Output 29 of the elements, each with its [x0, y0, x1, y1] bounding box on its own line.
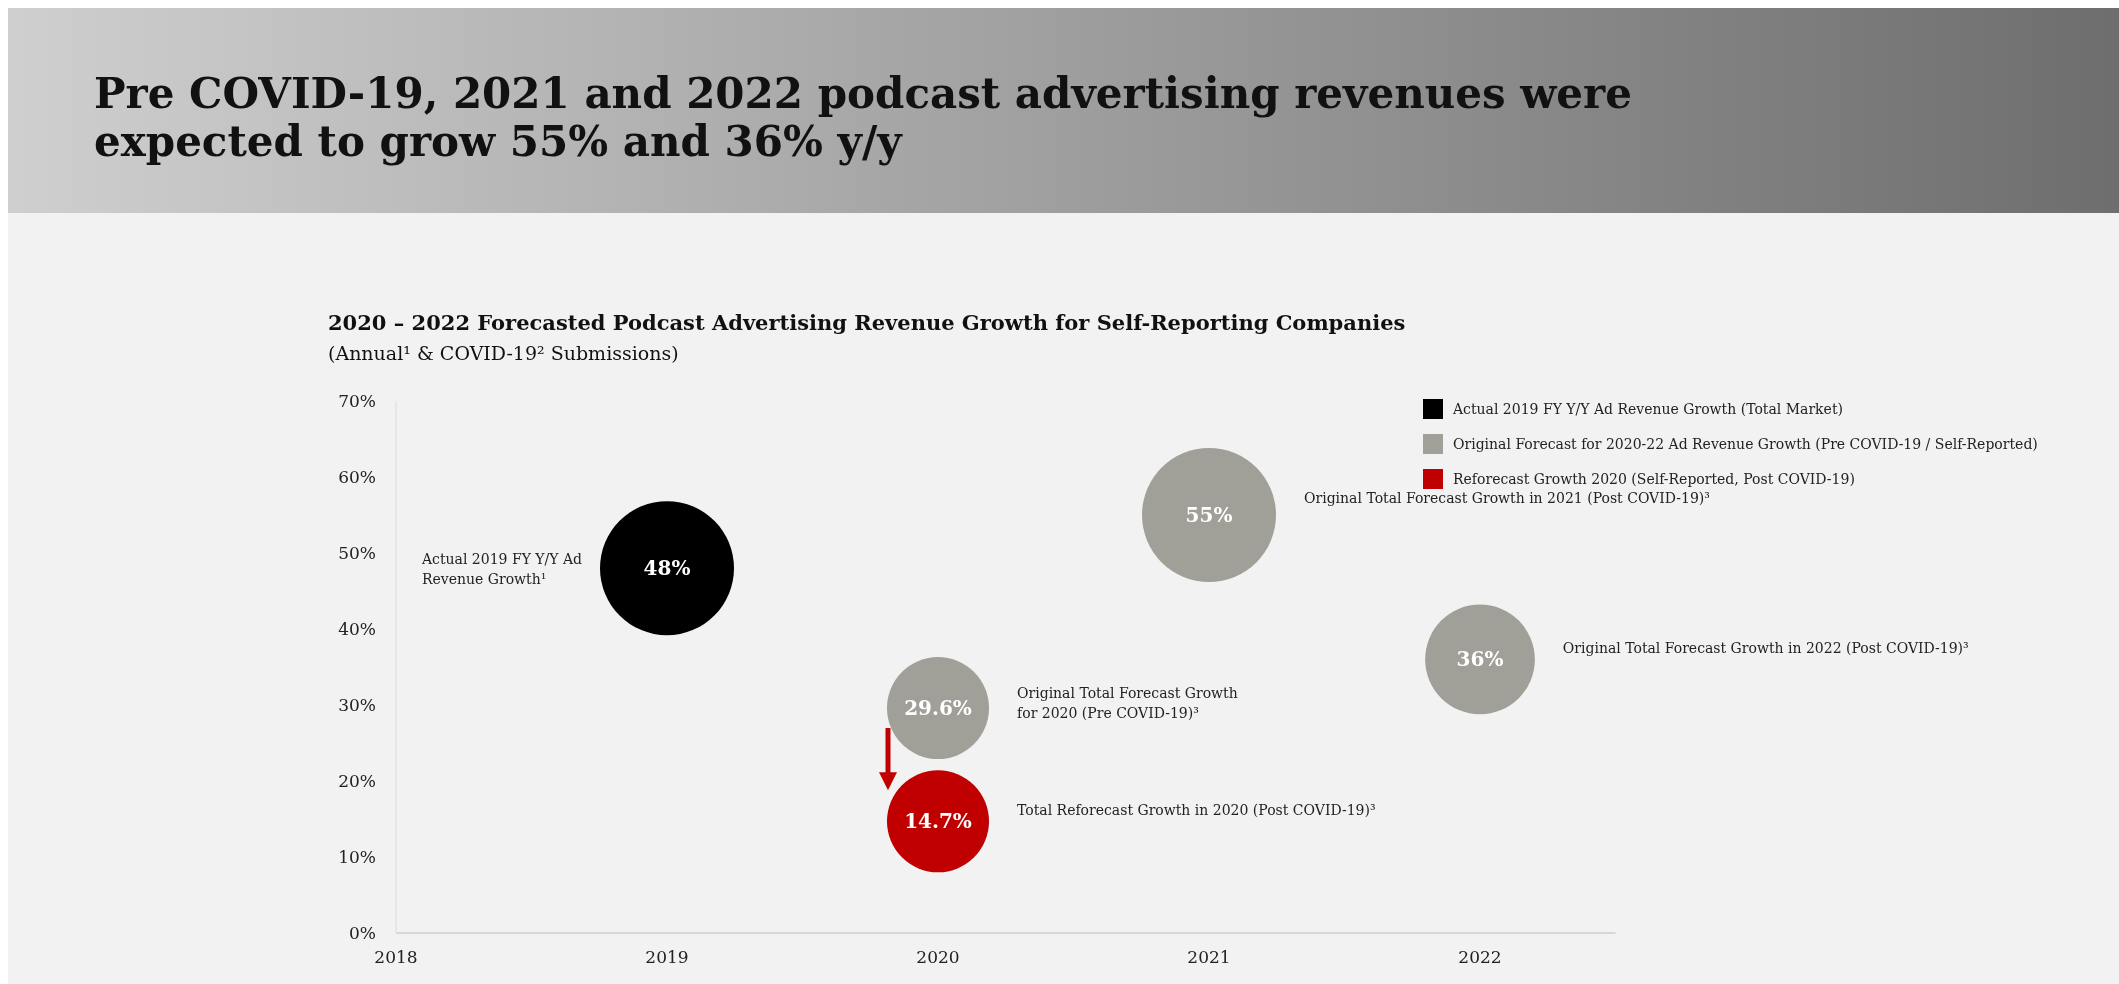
annotation: Actual 2019 FY Y/Y Ad Revenue Growth¹	[421, 551, 583, 588]
x-tick-label: 2018	[374, 947, 418, 967]
data-label: 14.7%	[904, 809, 972, 834]
x-tick-label: 2021	[1187, 947, 1231, 967]
annotation: Total Reforecast Growth in 2020 (Post COVID-19)³	[1017, 802, 1376, 819]
annotation: Original Total Forecast Growth in 2022 (Post COVID-19)³	[1562, 640, 1969, 657]
data-label: 48%	[643, 556, 691, 581]
x-tick-label: 2019	[645, 947, 689, 967]
y-tick-label: 10%	[338, 846, 376, 867]
y-tick-label: 70%	[338, 390, 376, 411]
y-tick-label: 20%	[338, 770, 376, 791]
text: (Annual¹ & COVID-19² Submissions)	[328, 342, 679, 364]
data-label: 55%	[1185, 503, 1233, 527]
annotation: Original Total Forecast Growth in 2021 (Post COVID-19)³	[1304, 490, 1710, 506]
y-tick-label: 50%	[338, 542, 376, 563]
annotation: Original Total Forecast Growth for 2020 (Pre COVID-19)³	[1017, 685, 1238, 722]
x-tick-label: 2020	[916, 947, 960, 967]
y-tick-label: 40%	[338, 618, 376, 639]
y-tick-label: 0%	[349, 922, 376, 943]
data-label: 29.6%	[904, 696, 972, 721]
legend-label: Original Forecast for 2020-22 Ad Revenue Growth (Pre COVID-19 / Self-Reported)	[1453, 435, 2038, 452]
x-tick-label: 2022	[1458, 947, 1502, 967]
chart-title: Pre COVID-19, 2021 and 2022 podcast advertising revenues were expected to grow 55% and 36% y/y	[94, 69, 1632, 166]
legend-label: Reforecast Growth 2020 (Self-Reported, Post COVID-19)	[1453, 470, 1855, 487]
y-tick-label: 30%	[338, 694, 376, 715]
chart-subtitle: 2020 – 2022 Forecasted Podcast Advertising Revenue Growth for Self-Reporting Companies	[328, 310, 1406, 335]
y-tick-label: 60%	[338, 466, 376, 487]
legend-label: Actual 2019 FY Y/Y Ad Revenue Growth (Total Market)	[1452, 400, 1843, 417]
data-label: 36%	[1456, 647, 1504, 672]
